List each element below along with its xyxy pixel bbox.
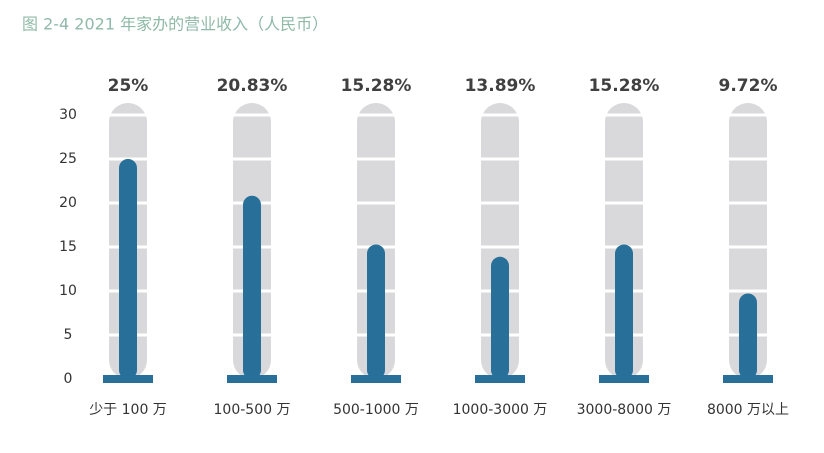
pedestal-peak — [617, 368, 631, 376]
value-label: 9.72% — [719, 76, 778, 96]
bar — [367, 244, 385, 379]
pedestal — [599, 375, 649, 383]
value-label: 25% — [108, 76, 149, 96]
y-tick-label: 0 — [64, 371, 73, 387]
y-tick-label: 5 — [64, 327, 73, 343]
bar — [615, 244, 633, 379]
tube — [729, 103, 767, 379]
y-tick-label: 15 — [59, 239, 77, 255]
pedestal — [351, 375, 401, 383]
bar — [739, 293, 757, 379]
x-tick-label: 3000-8000 万 — [577, 402, 672, 418]
pedestal — [475, 375, 525, 383]
value-label: 15.28% — [589, 76, 660, 96]
pedestal-peak — [369, 368, 383, 376]
x-tick-label: 少于 100 万 — [89, 402, 167, 418]
pedestal-peak — [245, 368, 259, 376]
x-tick-label: 1000-3000 万 — [453, 402, 548, 418]
y-tick-label: 20 — [59, 195, 77, 211]
pedestal — [227, 375, 277, 383]
pedestal-peak — [741, 368, 755, 376]
bar — [491, 256, 509, 379]
value-label: 13.89% — [465, 76, 536, 96]
y-tick-label: 30 — [59, 107, 77, 123]
value-label: 15.28% — [341, 76, 412, 96]
bar — [119, 159, 137, 379]
value-label: 20.83% — [217, 76, 288, 96]
pedestal-peak — [121, 368, 135, 376]
y-tick-label: 10 — [59, 283, 77, 299]
pedestal — [723, 375, 773, 383]
x-tick-label: 100-500 万 — [214, 402, 291, 418]
pedestal-peak — [493, 368, 507, 376]
y-tick-label: 25 — [59, 151, 77, 167]
tube — [357, 103, 395, 379]
tube — [481, 103, 519, 379]
x-tick-label: 8000 万以上 — [707, 402, 789, 418]
pedestal — [103, 375, 153, 383]
bar — [243, 195, 261, 379]
tube — [605, 103, 643, 379]
chart-title: 图 2-4 2021 年家办的营业收入（人民币） — [22, 15, 328, 34]
x-tick-label: 500-1000 万 — [333, 402, 419, 418]
